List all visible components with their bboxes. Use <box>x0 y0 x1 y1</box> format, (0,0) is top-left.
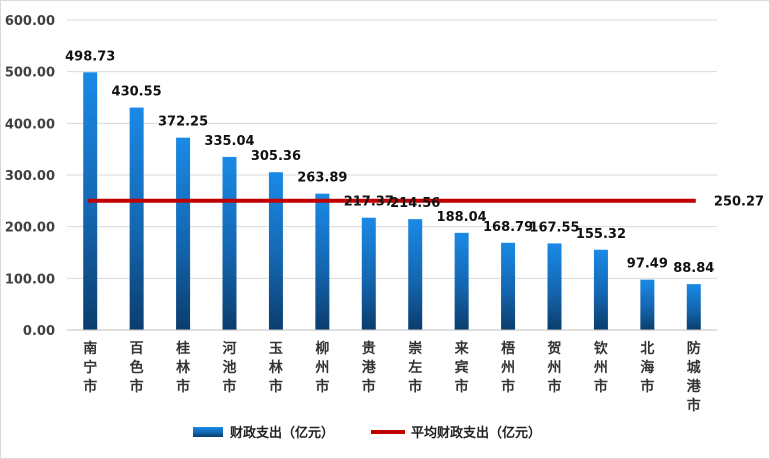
data-label: 167.55 <box>529 220 579 235</box>
bar <box>222 156 237 330</box>
data-label: 372.25 <box>158 115 208 130</box>
data-label: 97.49 <box>627 257 668 272</box>
x-tick-label: 玉林市 <box>269 341 283 395</box>
grid-lines <box>67 19 717 279</box>
data-label: 88.84 <box>673 261 714 276</box>
x-tick-label: 贵港市 <box>362 340 377 395</box>
legend: 财政支出（亿元） 平均财政支出（亿元） <box>193 425 541 441</box>
bar-series <box>83 72 701 331</box>
y-tick-label: 400.00 <box>5 117 55 132</box>
bar <box>593 249 608 330</box>
legend-bar-label: 财政支出（亿元） <box>230 425 334 441</box>
bar <box>501 242 516 330</box>
y-tick-label: 100.00 <box>5 272 55 287</box>
data-label: 155.32 <box>576 227 626 242</box>
bar <box>315 193 330 330</box>
bar <box>640 279 655 330</box>
bar <box>454 232 469 330</box>
data-label: 335.04 <box>204 134 254 149</box>
bar <box>408 219 423 330</box>
x-tick-label: 贺州市 <box>547 340 562 395</box>
y-tick-label: 200.00 <box>5 221 55 236</box>
x-tick-label: 桂林市 <box>175 340 190 395</box>
data-label: 498.73 <box>65 49 115 64</box>
x-tick-label: 北海市 <box>640 341 654 395</box>
data-label: 305.36 <box>251 149 301 164</box>
x-tick-label: 百色市 <box>130 341 144 395</box>
axes: 0.00 100.00 200.00 300.00 400.00 500.00 600.00… <box>5 14 717 414</box>
bar <box>361 217 376 330</box>
x-tick-label: 钦州市 <box>593 340 608 395</box>
x-tick-label: 崇左市 <box>407 340 422 395</box>
x-tick-label: 河池市 <box>223 340 237 395</box>
y-tick-label: 300.00 <box>5 169 55 184</box>
data-label: 217.37 <box>344 195 394 210</box>
bar <box>129 107 144 330</box>
data-label: 188.04 <box>437 210 487 225</box>
x-tick-label: 南宁市 <box>83 340 97 395</box>
legend-line-label: 平均财政支出（亿元） <box>411 425 541 441</box>
bar <box>268 172 283 330</box>
data-label: 214.56 <box>390 196 440 211</box>
legend-bar-swatch <box>193 427 223 437</box>
average-line-label: 250.27 <box>714 195 764 210</box>
x-tick-label: 防城港市 <box>687 340 702 414</box>
bar <box>176 137 191 330</box>
x-tick-label: 梧州市 <box>500 340 515 395</box>
bar <box>686 284 701 330</box>
x-tick-label: 柳州市 <box>314 340 329 395</box>
y-tick-label: 500.00 <box>5 66 55 81</box>
y-tick-label: 600.00 <box>5 14 55 29</box>
y-tick-label: 0.00 <box>23 324 55 339</box>
data-label: 263.89 <box>297 171 347 186</box>
x-tick-label: 来宾市 <box>454 341 470 395</box>
data-label: 168.79 <box>483 220 533 235</box>
bar <box>547 243 562 330</box>
data-label: 430.55 <box>112 85 162 100</box>
